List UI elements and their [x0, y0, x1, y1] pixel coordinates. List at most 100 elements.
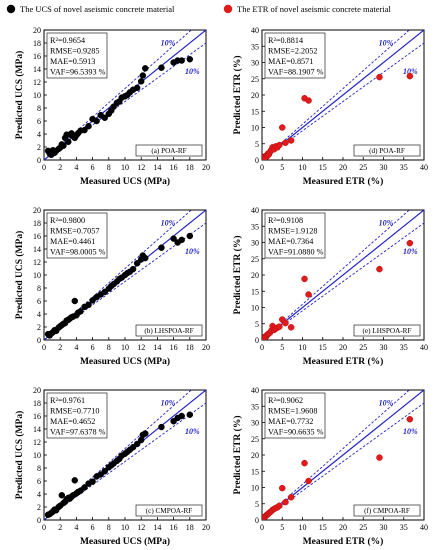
x-tick-label: 4: [74, 523, 78, 532]
legend-label-etr: The ETR of novel aseismic concrete mater…: [237, 4, 392, 14]
data-point: [376, 265, 383, 273]
stat-text: MAE=0.4652: [50, 417, 95, 426]
x-tick-label: 30: [380, 343, 388, 352]
x-tick-label: 20: [339, 163, 347, 172]
legend-marker-ucs: [6, 4, 16, 14]
data-point: [178, 412, 185, 420]
x-tick-label: 40: [420, 343, 428, 352]
y-tick-label: 5: [255, 500, 259, 509]
stat-text: RMSE=2.2052: [268, 47, 317, 56]
data-point: [279, 124, 286, 131]
y-tick-label: 8: [37, 464, 41, 473]
stat-text: VAF=96.5393 %: [50, 68, 106, 77]
data-point: [186, 232, 194, 240]
y-tick-label: 5: [255, 140, 259, 149]
stat-text: MAE=0.7364: [268, 237, 313, 246]
y-tick-label: 8: [37, 104, 41, 113]
upper-band-line: [262, 210, 410, 340]
data-point: [133, 260, 141, 267]
y-tick-label: 2: [37, 143, 41, 152]
stat-text: RMSE=0.9285: [50, 47, 99, 56]
data-point: [142, 65, 149, 72]
data-point: [71, 477, 79, 484]
x-tick-label: 14: [153, 163, 161, 172]
data-point: [58, 492, 66, 499]
legend-marker-etr: [223, 4, 233, 14]
lower-band-line: [44, 402, 206, 520]
y-tick-label: 8: [37, 284, 41, 293]
lower-band-label: 10%: [185, 427, 200, 436]
data-point: [276, 502, 283, 509]
x-tick-label: 20: [202, 343, 210, 352]
lower-band-line: [262, 222, 424, 340]
x-tick-label: 14: [153, 343, 161, 352]
lower-band-label: 10%: [185, 67, 200, 76]
upper-band-label: 10%: [161, 39, 176, 48]
panel-label: (c) CMPOA-RF: [146, 507, 193, 515]
y-tick-label: 0: [255, 336, 259, 345]
data-point: [406, 416, 414, 423]
data-point: [133, 84, 141, 92]
data-point: [186, 56, 194, 63]
lower-band-line: [44, 42, 206, 160]
y-tick-label: 12: [33, 258, 41, 267]
x-tick-label: 5: [280, 163, 284, 172]
y-tick-label: 10: [33, 451, 41, 460]
legend: The UCS of novel aseismic concrete mater…: [6, 4, 392, 14]
upper-band-label: 10%: [379, 219, 394, 228]
x-tick-label: 0: [260, 523, 264, 532]
stats-box: [46, 392, 108, 439]
y-tick-label: 6: [37, 117, 41, 126]
data-point: [101, 114, 108, 121]
x-tick-label: 10: [121, 523, 129, 532]
y-tick-label: 15: [251, 467, 259, 476]
x-tick-label: 0: [260, 163, 264, 172]
panel-d: 0 5 10 15 20 25 30 35 40 0 5 10 15 20 25 30 35 40 10% 10% R²…: [232, 26, 428, 172]
x-tick-label: 12: [137, 343, 145, 352]
data-point: [287, 494, 295, 501]
lower-band-label: 10%: [185, 247, 200, 256]
y-tick-label: 2: [37, 323, 41, 332]
x-tick-label: 16: [170, 523, 178, 532]
y-axis-label: Predicted ETR (%): [232, 416, 243, 495]
data-point: [158, 423, 165, 431]
stat-text: R²=0.9654: [50, 36, 85, 45]
x-tick-label: 16: [170, 343, 178, 352]
stats-box: [46, 212, 108, 259]
data-point: [60, 142, 67, 149]
x-tick-label: 35: [400, 343, 408, 352]
x-tick-label: 10: [121, 163, 129, 172]
y-tick-label: 40: [251, 206, 259, 215]
stat-text: R²=0.8814: [268, 36, 303, 45]
panel-label-box: [353, 144, 421, 157]
x-tick-label: 10: [121, 343, 129, 352]
data-point: [81, 126, 88, 134]
data-point: [305, 477, 312, 485]
y-tick-label: 15: [251, 107, 259, 116]
legend-label-ucs: The UCS of novel aseismic concrete mater…: [20, 4, 175, 14]
stat-text: RMSE=1.9128: [268, 227, 317, 236]
y-tick-label: 30: [251, 419, 259, 428]
panel-f: 0 5 10 15 20 25 30 35 40 0 5 10 15 20 25 30 35 40 10% 10% R²…: [232, 386, 428, 547]
panel-a: 0 2 4 6 8 10 12 14 16 18 20 0 2 4 6 8 10 12 14 16 18 20 10% 10%…: [14, 26, 210, 172]
y-tick-label: 0: [37, 156, 41, 165]
x-tick-label: 6: [91, 163, 95, 172]
y-tick-label: 30: [251, 59, 259, 68]
lower-band-line: [44, 222, 206, 340]
x-tick-label: 4: [74, 343, 78, 352]
x-tick-label: 8: [107, 163, 111, 172]
x-tick-label: 10: [299, 343, 307, 352]
x-axis-label: Measured UCS (MPa): [80, 536, 170, 547]
x-tick-label: 20: [202, 523, 210, 532]
data-point: [276, 323, 283, 330]
upper-band-label: 10%: [161, 399, 176, 408]
x-tick-label: 0: [42, 343, 46, 352]
data-point: [133, 440, 141, 448]
stats-box: [264, 392, 326, 439]
panel-label-box: [353, 324, 421, 337]
stat-text: R²=0.9062: [268, 396, 303, 405]
x-tick-label: 35: [400, 523, 408, 532]
y-tick-label: 16: [33, 52, 41, 61]
y-tick-label: 20: [251, 91, 259, 100]
y-axis-label: Predicted UCS (MPa): [14, 51, 25, 139]
